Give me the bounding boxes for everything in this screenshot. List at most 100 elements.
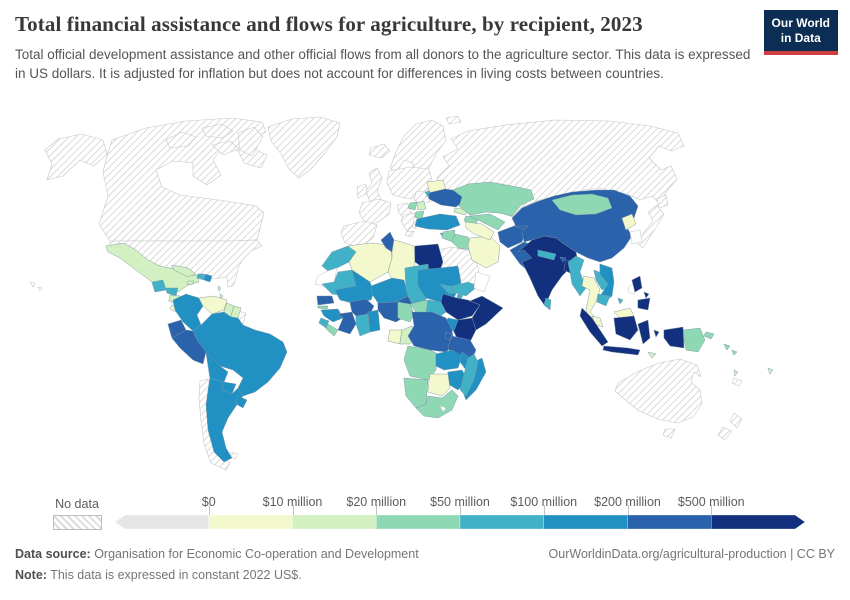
country-iran[interactable] bbox=[467, 235, 501, 269]
country-colombia[interactable] bbox=[172, 293, 204, 332]
legend-tick bbox=[460, 505, 461, 515]
country-solomon-islands[interactable] bbox=[723, 343, 738, 356]
country-sierra-leone[interactable] bbox=[318, 317, 330, 329]
country-philippines[interactable] bbox=[631, 275, 651, 311]
country-bhutan[interactable] bbox=[559, 256, 567, 263]
country-cameroon[interactable] bbox=[397, 301, 415, 323]
legend-segment-0[interactable] bbox=[115, 515, 209, 529]
data-source-line: Data source: Organisation for Economic C… bbox=[15, 547, 835, 561]
country-zambia[interactable] bbox=[435, 349, 463, 371]
legend-segment-4[interactable] bbox=[459, 515, 544, 529]
country-botswana[interactable] bbox=[427, 373, 451, 397]
legend-no-data-swatch[interactable] bbox=[53, 515, 102, 530]
country-fiji[interactable] bbox=[767, 367, 774, 375]
country-iceland[interactable] bbox=[368, 143, 391, 159]
legend-segment-5[interactable] bbox=[543, 515, 628, 529]
country-togo-benin[interactable] bbox=[367, 309, 381, 333]
country-iberia[interactable] bbox=[340, 220, 378, 249]
country-somalia[interactable] bbox=[469, 295, 504, 331]
country-india[interactable] bbox=[517, 235, 579, 307]
legend-segment-6[interactable] bbox=[627, 515, 712, 529]
country-namibia[interactable] bbox=[403, 377, 429, 409]
owid-link[interactable]: OurWorldinData.org/agricultural-producti… bbox=[548, 547, 835, 561]
country-liberia[interactable] bbox=[325, 323, 339, 337]
country-venezuela[interactable] bbox=[198, 295, 228, 315]
country-rwanda-burundi[interactable] bbox=[444, 331, 453, 341]
country-gambia[interactable] bbox=[317, 305, 329, 310]
country-arctic-archipelago[interactable] bbox=[165, 123, 264, 157]
legend-segment-3[interactable] bbox=[376, 515, 461, 529]
country-hawaii[interactable] bbox=[29, 281, 43, 292]
country-north-korea[interactable] bbox=[621, 213, 637, 231]
country-indonesia[interactable] bbox=[579, 307, 685, 356]
country-france[interactable] bbox=[358, 198, 392, 227]
country-uzbekistan[interactable] bbox=[469, 213, 506, 231]
country-mongolia[interactable] bbox=[551, 193, 613, 216]
country-vanuatu[interactable] bbox=[733, 369, 739, 377]
country-lesotho[interactable] bbox=[439, 405, 447, 413]
country-south-africa[interactable] bbox=[415, 389, 459, 419]
legend-segment-7[interactable] bbox=[711, 515, 805, 529]
country-uruguay[interactable] bbox=[235, 395, 248, 409]
country-lesser-antilles[interactable] bbox=[217, 285, 224, 300]
country-afghanistan[interactable] bbox=[497, 225, 527, 249]
legend-color-bar[interactable] bbox=[115, 515, 805, 529]
country-honduras[interactable] bbox=[165, 287, 179, 297]
country-hainan[interactable] bbox=[617, 297, 624, 305]
country-greece[interactable] bbox=[400, 212, 416, 233]
owid-logo[interactable]: Our World in Data bbox=[763, 10, 838, 55]
country-mexico[interactable] bbox=[105, 242, 200, 293]
country-bolivia[interactable] bbox=[205, 351, 229, 383]
country-guatemala[interactable] bbox=[151, 279, 167, 293]
country-uk[interactable] bbox=[365, 167, 383, 203]
country-oman[interactable] bbox=[473, 271, 491, 293]
country-algeria[interactable] bbox=[347, 242, 393, 283]
country-cambodia[interactable] bbox=[596, 293, 611, 307]
country-alaska[interactable] bbox=[44, 133, 108, 181]
country-sri-lanka[interactable] bbox=[543, 297, 552, 311]
country-cuba[interactable] bbox=[171, 264, 197, 278]
country-japan[interactable] bbox=[636, 194, 669, 249]
owid-logo-line2: in Data bbox=[780, 31, 821, 45]
legend-tick bbox=[208, 505, 210, 515]
country-dominican-republic[interactable] bbox=[203, 273, 213, 283]
country-serbia[interactable] bbox=[416, 200, 427, 211]
country-gabon[interactable] bbox=[387, 329, 403, 345]
country-cote-divoire[interactable] bbox=[337, 311, 357, 335]
country-senegal[interactable] bbox=[316, 295, 335, 306]
country-turkmenistan[interactable] bbox=[465, 221, 495, 241]
country-svalbard[interactable] bbox=[445, 115, 462, 125]
country-papua-new-guinea[interactable] bbox=[683, 327, 715, 353]
country-timor[interactable] bbox=[647, 351, 657, 359]
country-nepal[interactable] bbox=[537, 249, 557, 261]
country-madagascar[interactable] bbox=[459, 353, 479, 397]
country-turkey[interactable] bbox=[414, 213, 461, 231]
country-scandinavia[interactable] bbox=[389, 119, 447, 185]
country-australia[interactable] bbox=[614, 358, 703, 439]
legend-segment-2[interactable] bbox=[292, 515, 377, 529]
country-greenland[interactable] bbox=[267, 116, 341, 179]
country-yemen[interactable] bbox=[451, 281, 479, 297]
country-new-zealand[interactable] bbox=[717, 412, 743, 441]
country-ethiopia[interactable] bbox=[440, 293, 481, 321]
legend-tick-label: $20 million bbox=[346, 495, 407, 509]
country-moldova[interactable] bbox=[424, 190, 431, 198]
header: Total financial assistance and flows for… bbox=[15, 12, 765, 83]
country-myanmar[interactable] bbox=[567, 255, 587, 297]
country-new-caledonia[interactable] bbox=[731, 377, 743, 387]
country-bosnia[interactable] bbox=[407, 201, 418, 211]
country-guinea[interactable] bbox=[320, 308, 344, 323]
legend-tick bbox=[627, 505, 629, 515]
country-south-korea[interactable] bbox=[629, 229, 643, 245]
legend-tick-label: $200 million bbox=[594, 495, 661, 509]
country-ghana[interactable] bbox=[355, 313, 371, 337]
country-iraq[interactable] bbox=[451, 233, 473, 251]
country-kazakhstan[interactable] bbox=[452, 181, 535, 217]
country-argentina[interactable] bbox=[205, 377, 244, 463]
data-source-text: Organisation for Economic Co-operation a… bbox=[90, 547, 419, 561]
country-dr-congo[interactable] bbox=[407, 311, 455, 353]
legend-segment-1[interactable] bbox=[208, 515, 293, 529]
chart-subtitle: Total official development assistance an… bbox=[15, 47, 751, 82]
legend-tick bbox=[292, 505, 294, 515]
country-jamaica[interactable] bbox=[186, 280, 195, 286]
